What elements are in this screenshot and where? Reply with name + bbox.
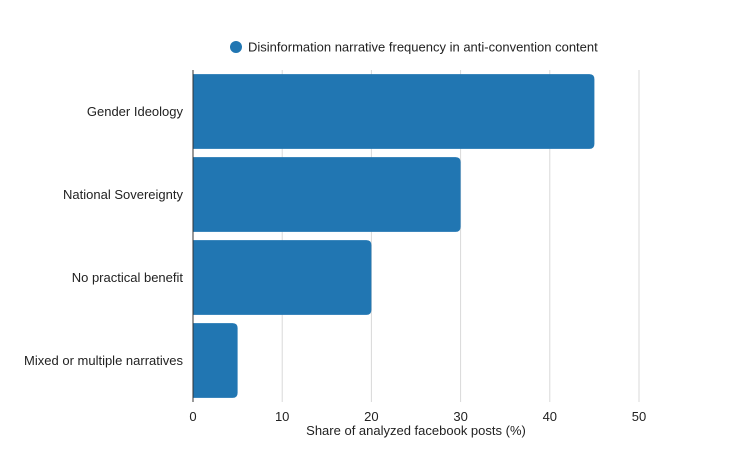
bar-gender-ideology (193, 74, 595, 149)
bar-national-sovereignty (193, 157, 461, 232)
x-axis-title: Share of analyzed facebook posts (%) (306, 423, 526, 438)
x-tick-label-0: 0 (189, 409, 196, 424)
category-label-no-practical-benefit: No practical benefit (72, 270, 184, 285)
x-tick-label-50: 50 (632, 409, 646, 424)
category-label-gender-ideology: Gender Ideology (87, 104, 184, 119)
bars (192, 70, 595, 402)
bar-no-practical-benefit (193, 240, 372, 315)
category-labels: Gender Ideology National Sovereignty No pr… (24, 104, 183, 368)
legend-swatch (230, 41, 242, 53)
x-tick-labels: 0 10 20 30 40 50 (189, 409, 646, 424)
legend-label: Disinformation narrative frequency in an… (248, 40, 598, 55)
x-tick-label-30: 30 (453, 409, 467, 424)
x-tick-label-20: 20 (364, 409, 378, 424)
bar-mixed-or-multiple-narratives (193, 323, 238, 398)
category-label-mixed-or-multiple-narratives: Mixed or multiple narratives (24, 353, 183, 368)
x-tick-label-40: 40 (543, 409, 557, 424)
category-label-national-sovereignty: National Sovereignty (63, 187, 183, 202)
x-tick-label-10: 10 (275, 409, 289, 424)
legend: Disinformation narrative frequency in an… (230, 40, 598, 55)
